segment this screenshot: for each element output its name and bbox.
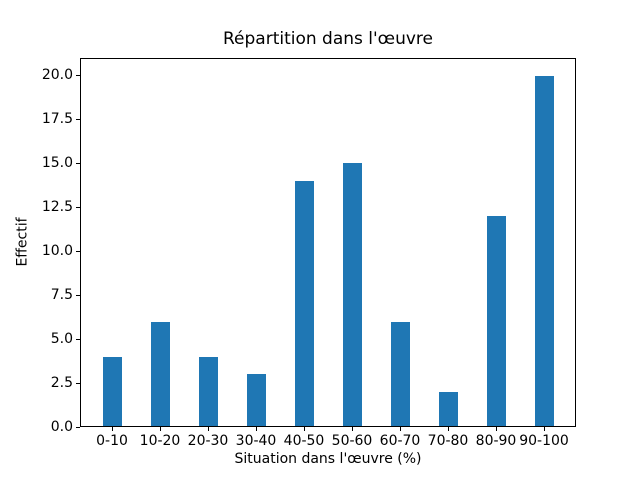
chart-title: Répartition dans l'œuvre [222, 29, 433, 49]
x-tick-mark [351, 427, 353, 431]
y-tick-label: 0.0 [50, 418, 73, 435]
y-tick-label: 7.5 [50, 286, 73, 303]
y-tick-mark [76, 426, 80, 428]
x-tick-mark [495, 427, 497, 431]
x-tick-mark [399, 427, 401, 431]
x-tick-label: 80-90 [475, 433, 517, 449]
bar-10-20 [150, 322, 170, 426]
bar-0-10 [102, 357, 122, 426]
y-tick-mark [76, 162, 80, 164]
y-tick-mark [76, 338, 80, 340]
x-tick-label: 60-70 [379, 433, 421, 449]
x-tick-mark [447, 427, 449, 431]
bar-80-90 [486, 216, 506, 426]
y-tick-label: 15.0 [41, 154, 73, 171]
bar-40-50 [294, 181, 314, 426]
x-tick-label: 30-40 [235, 433, 277, 449]
x-tick-mark [111, 427, 113, 431]
y-tick-mark [76, 206, 80, 208]
x-tick-mark [207, 427, 209, 431]
y-tick-mark [76, 382, 80, 384]
bar-50-60 [342, 163, 362, 426]
x-tick-mark [159, 427, 161, 431]
x-tick-label: 0-10 [96, 433, 128, 449]
x-tick-label: 70-80 [427, 433, 469, 449]
x-tick-label: 40-50 [283, 433, 325, 449]
y-tick-mark [76, 294, 80, 296]
y-tick-label: 12.5 [41, 198, 73, 215]
y-tick-label: 2.5 [50, 374, 73, 391]
y-tick-label: 17.5 [41, 111, 73, 127]
y-tick-mark [76, 119, 80, 120]
y-tick-label: 5.0 [50, 330, 73, 347]
x-tick-label: 20-30 [187, 433, 229, 449]
x-tick-mark [255, 427, 257, 431]
bar-60-70 [390, 322, 410, 426]
y-tick-mark [76, 250, 80, 252]
bar-20-30 [198, 357, 218, 426]
y-tick-mark [76, 75, 80, 77]
x-tick-label: 50-60 [331, 433, 373, 449]
x-tick-mark [303, 427, 305, 431]
bar-30-40 [246, 374, 266, 426]
bar-90-100 [534, 76, 554, 426]
x-tick-label: 90-100 [519, 433, 569, 449]
x-axis-label: Situation dans l'œuvre (%) [234, 451, 422, 467]
x-tick-mark [543, 427, 545, 431]
y-tick-label: 10.0 [41, 242, 73, 259]
plot-area-border [80, 58, 576, 427]
bar-70-80 [438, 392, 458, 426]
y-tick-label: 20.0 [41, 67, 73, 84]
x-tick-label: 10-20 [139, 433, 181, 449]
